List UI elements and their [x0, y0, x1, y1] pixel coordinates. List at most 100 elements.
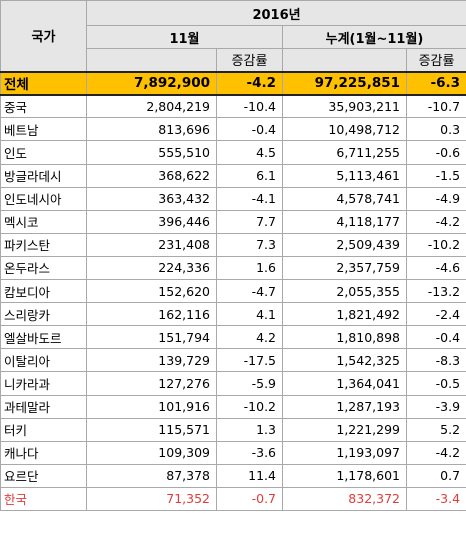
table-row: 파키스탄 231,408 7.3 2,509,439 -10.2 — [0, 232, 466, 257]
month-change-cell: -4.7 — [216, 279, 283, 304]
month-value-cell: 555,510 — [86, 140, 217, 165]
cumulative-change-cell: -10.2 — [405, 232, 466, 257]
country-cell: 인도네시아 — [0, 186, 87, 211]
month-change-cell: -4.1 — [216, 186, 283, 211]
country-cell: 온두라스 — [0, 255, 87, 281]
country-cell: 인도 — [0, 140, 87, 165]
table-row: 한국 71,352 -0.7 832,372 -3.4 — [0, 486, 466, 511]
cumulative-value-cell: 2,357,759 — [282, 255, 407, 281]
month-change-cell: -10.4 — [216, 94, 283, 119]
cumulative-value-cell: 10,498,712 — [282, 117, 407, 142]
total-country-cell: 전체 — [0, 70, 87, 96]
month-value-cell: 2,804,219 — [86, 94, 217, 119]
cumulative-value-cell: 1,178,601 — [282, 463, 407, 488]
cumulative-change-cell: -13.2 — [405, 279, 466, 304]
table-row: 니카라과 127,276 -5.9 1,364,041 -0.5 — [0, 371, 466, 396]
country-cell: 한국 — [0, 486, 87, 511]
country-cell: 캐나다 — [0, 440, 87, 465]
country-cell: 스리랑카 — [0, 302, 87, 327]
cumulative-change-cell: 0.7 — [405, 463, 466, 488]
cumulative-change-cell: -3.4 — [405, 486, 466, 511]
table-row: 온두라스 224,336 1.6 2,357,759 -4.6 — [0, 255, 466, 281]
total-cumulative-value-cell: 97,225,851 — [282, 70, 407, 96]
country-cell: 방글라데시 — [0, 163, 87, 188]
cumulative-change-cell: -4.6 — [405, 255, 466, 281]
month-change-cell: 11.4 — [216, 463, 283, 488]
month-value-cell: 231,408 — [86, 232, 217, 257]
month-change-cell: 4.1 — [216, 302, 283, 327]
month-change-cell: -10.2 — [216, 394, 283, 419]
country-header: 국가 — [0, 0, 87, 73]
cumulative-change-cell: -10.7 — [405, 94, 466, 119]
country-cell: 요르단 — [0, 463, 87, 488]
month-value-cell: 151,794 — [86, 325, 217, 350]
country-cell: 파키스탄 — [0, 232, 87, 257]
cumulative-change-cell: -4.2 — [405, 440, 466, 465]
month-change-cell: -17.5 — [216, 348, 283, 373]
cumulative-value-cell: 832,372 — [282, 486, 407, 511]
total-cumulative-change-cell: -6.3 — [405, 70, 466, 96]
cumulative-change-cell: -3.9 — [405, 394, 466, 419]
cumulative-value-header — [282, 48, 407, 73]
cumulative-change-cell: 0.3 — [405, 117, 466, 142]
table-row: 이탈리아 139,729 -17.5 1,542,325 -8.3 — [0, 348, 466, 373]
data-table: 국가 2016년 11월 누계(1월~11월) 증감률 증감률 전체 7,892… — [0, 0, 466, 511]
cumulative-header: 누계(1월~11월) — [281, 24, 466, 50]
country-cell: 엘살바도르 — [0, 325, 87, 350]
month-change-cell: 7.3 — [216, 232, 283, 257]
year-header: 2016년 — [85, 0, 466, 26]
month-change-cell: 1.3 — [216, 417, 283, 442]
month-header: 11월 — [86, 24, 283, 50]
cumulative-value-cell: 2,055,355 — [282, 279, 407, 304]
month-value-cell: 139,729 — [86, 348, 217, 373]
cumulative-change-cell: 5.2 — [405, 417, 466, 442]
month-value-header — [86, 48, 217, 73]
cumulative-change-cell: -0.6 — [405, 140, 466, 165]
table-row: 터키 115,571 1.3 1,221,299 5.2 — [0, 417, 466, 442]
cumulative-change-cell: -0.4 — [405, 325, 466, 350]
cumulative-change-cell: -4.9 — [405, 186, 466, 211]
month-value-cell: 396,446 — [86, 209, 217, 234]
cumulative-value-cell: 4,578,741 — [282, 186, 407, 211]
month-value-cell: 109,309 — [86, 440, 217, 465]
month-change-cell: 4.2 — [216, 325, 283, 350]
month-value-cell: 152,620 — [86, 279, 217, 304]
month-change-cell: -5.9 — [216, 371, 283, 396]
cumulative-value-cell: 6,711,255 — [282, 140, 407, 165]
country-cell: 이탈리아 — [0, 348, 87, 373]
country-cell: 캄보디아 — [0, 279, 87, 304]
month-change-cell: -3.6 — [216, 440, 283, 465]
table-row: 캄보디아 152,620 -4.7 2,055,355 -13.2 — [0, 279, 466, 304]
month-change-header: 증감률 — [216, 48, 283, 73]
cumulative-change-header: 증감률 — [405, 48, 466, 73]
cumulative-change-cell: -0.5 — [405, 371, 466, 396]
total-row: 전체 7,892,900 -4.2 97,225,851 -6.3 — [0, 70, 466, 96]
cumulative-value-cell: 1,821,492 — [282, 302, 407, 327]
cumulative-value-cell: 35,903,211 — [282, 94, 407, 119]
month-value-cell: 101,916 — [86, 394, 217, 419]
country-cell: 중국 — [0, 94, 87, 119]
month-value-cell: 115,571 — [86, 417, 217, 442]
total-month-change-cell: -4.2 — [216, 70, 283, 96]
country-cell: 베트남 — [0, 117, 87, 142]
month-value-cell: 368,622 — [86, 163, 217, 188]
cumulative-value-cell: 4,118,177 — [282, 209, 407, 234]
month-value-cell: 71,352 — [86, 486, 217, 511]
month-value-cell: 127,276 — [86, 371, 217, 396]
month-value-cell: 363,432 — [86, 186, 217, 211]
table-row: 스리랑카 162,116 4.1 1,821,492 -2.4 — [0, 302, 466, 327]
cumulative-value-cell: 1,287,193 — [282, 394, 407, 419]
cumulative-value-cell: 1,193,097 — [282, 440, 407, 465]
cumulative-change-cell: -8.3 — [405, 348, 466, 373]
table-row: 요르단 87,378 11.4 1,178,601 0.7 — [0, 463, 466, 488]
month-value-cell: 813,696 — [86, 117, 217, 142]
country-cell: 니카라과 — [0, 371, 87, 396]
cumulative-change-cell: -1.5 — [405, 163, 466, 188]
table-row: 캐나다 109,309 -3.6 1,193,097 -4.2 — [0, 440, 466, 465]
table-row: 방글라데시 368,622 6.1 5,113,461 -1.5 — [0, 163, 466, 188]
month-change-cell: 6.1 — [216, 163, 283, 188]
table-row: 중국 2,804,219 -10.4 35,903,211 -10.7 — [0, 94, 466, 119]
month-change-cell: -0.4 — [216, 117, 283, 142]
country-cell: 터키 — [0, 417, 87, 442]
cumulative-value-cell: 1,364,041 — [282, 371, 407, 396]
